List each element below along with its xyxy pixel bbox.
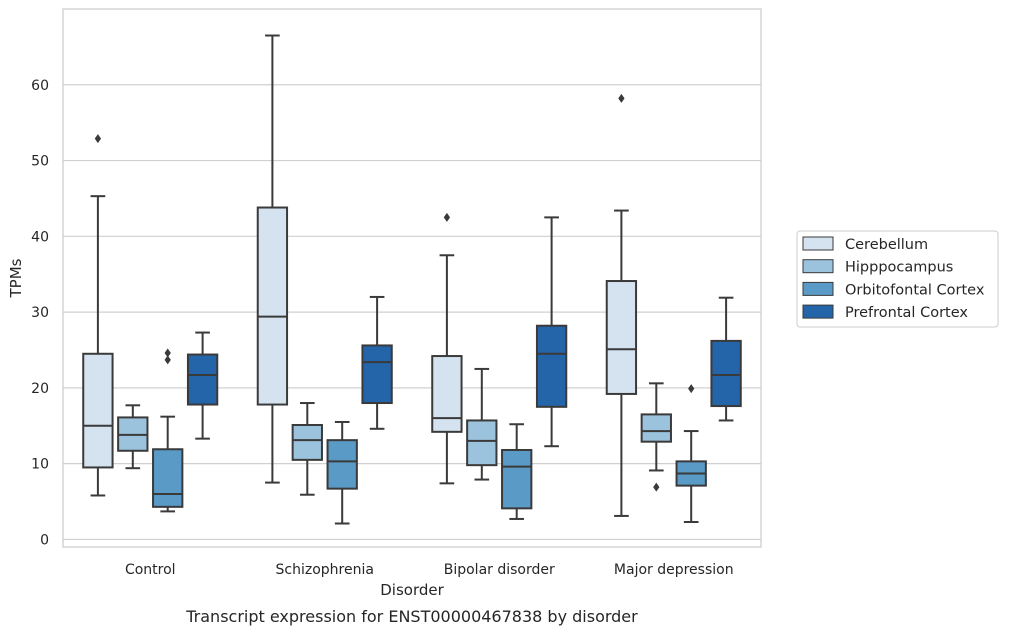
x-tick-label-1: Control [125,562,176,578]
box-body [466,419,498,467]
box-1-4 [605,93,638,517]
box-body [256,206,289,406]
box-3-4 [675,384,707,523]
outlier-point [653,482,660,492]
x-tick-label-3: Bipolar disorder [444,562,555,578]
legend-swatch-4 [802,304,834,319]
box-body [501,449,533,510]
y-tick-label-20: 20 [31,381,49,397]
box-1-1 [82,134,114,497]
box-3-3 [501,423,533,520]
legend-label-3: Orbitofontal Cortex [845,282,985,298]
legend: Cerebellum Hipppocampus Orbitofontal Corte… [796,230,999,328]
box-2-4 [640,382,672,492]
box-body [710,339,742,408]
y-tick-label-60: 60 [31,78,49,94]
y-tick-label-50: 50 [31,154,49,170]
x-tick-labels: Control Schizophrenia Bipolar disorder Majo… [125,562,734,578]
y-tick-labels: 0 10 20 30 40 50 60 [31,78,49,549]
x-axis-label: Disorder [380,581,444,599]
legend-label-4: Prefrontal Cortex [845,305,968,321]
legend-swatch-3 [802,281,834,296]
plot-frame [62,8,762,548]
y-axis-label: TPMs [7,258,25,298]
box-body [605,280,638,395]
box-2-1 [117,404,149,470]
box-body [640,413,672,443]
outlier-point [443,212,451,222]
box-body [326,439,358,490]
box-4-3 [535,216,568,448]
box-2-2 [291,402,323,496]
legend-label-1: Cerebellum [845,237,928,253]
legend-items: Cerebellum Hipppocampus Orbitofontal Corte… [802,236,985,321]
box-body [82,352,114,469]
box-2-3 [466,367,498,481]
legend-label-2: Hipppocampus [845,260,953,276]
legend-swatch-2 [802,259,834,274]
box-1-2 [256,34,289,484]
outlier-point [164,355,171,365]
box-4-2 [361,295,393,430]
box-4-4 [710,296,742,422]
box-4-1 [186,331,219,440]
outlier-point [618,93,625,103]
box-body [535,324,568,408]
y-tick-label-30: 30 [31,305,49,321]
legend-frame [796,230,999,328]
y-tick-label-40: 40 [31,229,49,245]
box-body [152,448,184,508]
outlier-point [94,134,102,144]
box-body [361,344,393,405]
x-tick-label-4: Major depression [614,562,734,578]
boxes [82,34,742,525]
box-body [186,353,219,406]
box-body [431,355,463,433]
box-1-3 [431,212,463,485]
legend-swatch-1 [802,236,834,251]
chart-caption: Transcript expression for ENST0000046783… [185,607,638,626]
y-tick-label-0: 0 [40,532,49,548]
outlier-point [164,348,171,358]
x-tick-label-2: Schizophrenia [276,562,374,578]
y-tick-label-10: 10 [31,457,49,473]
box-body [291,424,323,461]
outlier-point [688,384,695,394]
box-3-2 [326,420,358,525]
box-3-1 [152,348,184,513]
